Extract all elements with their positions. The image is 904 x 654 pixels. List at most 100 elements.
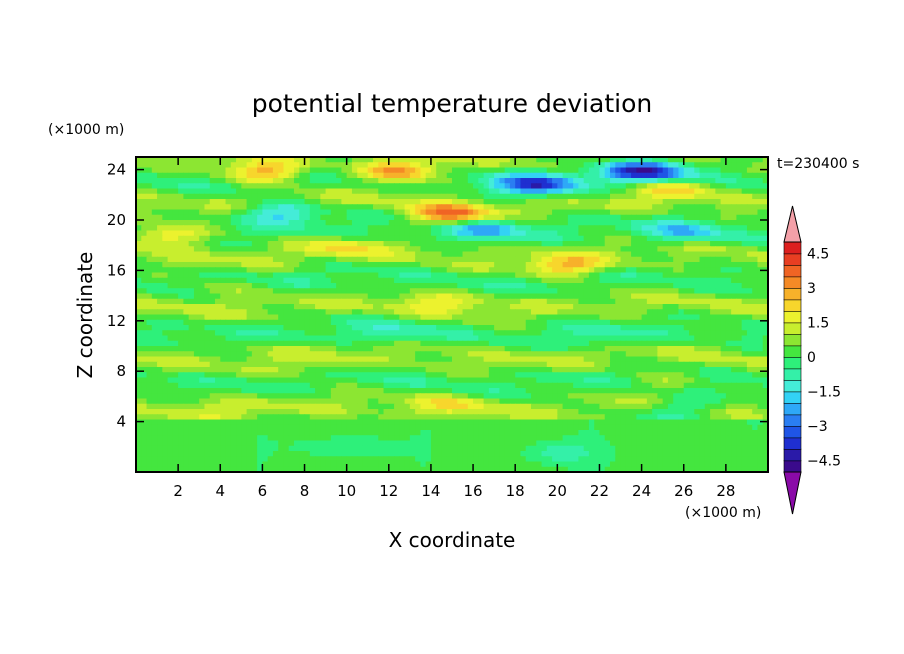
heatmap-cell [573, 214, 579, 221]
heatmap-cell [625, 162, 632, 169]
heatmap-cell [725, 288, 732, 295]
heatmap-cell [562, 246, 569, 253]
heatmap-cell [599, 199, 606, 205]
heatmap-cell [662, 314, 669, 321]
heatmap-cell [215, 262, 221, 268]
heatmap-cell [241, 293, 248, 300]
heatmap-cell [504, 214, 511, 221]
heatmap-cell [673, 267, 680, 274]
heatmap-cell [557, 167, 564, 174]
heatmap-cell [557, 262, 564, 268]
heatmap-cell [172, 235, 179, 242]
heatmap-cell [710, 293, 716, 300]
heatmap-cell [657, 288, 664, 295]
y-unit-label: (×1000 m) [48, 122, 124, 138]
heatmap-cell [552, 225, 558, 232]
heatmap-cell [525, 214, 532, 221]
heatmap-cell [294, 241, 300, 247]
heatmap-cell [399, 309, 406, 316]
heatmap-cell [715, 214, 722, 221]
heatmap-cell [136, 235, 142, 242]
heatmap-cell [236, 157, 242, 163]
heatmap-cell [272, 335, 279, 342]
heatmap-cell [652, 214, 658, 221]
heatmap-cell [641, 335, 648, 342]
heatmap-cell [736, 214, 743, 221]
heatmap-cell [752, 246, 759, 253]
heatmap-cell [251, 157, 258, 163]
heatmap-cell [594, 167, 601, 174]
heatmap-cell [452, 241, 458, 247]
heatmap-cell [141, 262, 148, 268]
heatmap-cell [478, 162, 485, 169]
heatmap-cell [288, 193, 295, 200]
heatmap-cell [425, 288, 432, 295]
heatmap-cell [136, 361, 142, 368]
heatmap-cell [362, 304, 369, 310]
heatmap-cell [262, 225, 269, 232]
heatmap-cell [488, 235, 495, 242]
heatmap-cell [573, 199, 579, 205]
heatmap-cell [241, 309, 248, 316]
heatmap-cell [752, 167, 759, 174]
heatmap-cell [394, 188, 400, 195]
heatmap-cell [420, 314, 427, 321]
heatmap-cell [562, 314, 569, 321]
heatmap-cell [731, 319, 737, 326]
heatmap-cell [631, 204, 637, 211]
heatmap-cell [220, 199, 227, 205]
heatmap-cell [641, 309, 648, 316]
heatmap-cell [604, 209, 611, 216]
heatmap-cell [383, 325, 390, 331]
heatmap-cell [552, 178, 558, 184]
heatmap-cell [731, 225, 737, 232]
heatmap-cell [746, 199, 753, 205]
heatmap-cell [473, 241, 479, 247]
heatmap-cell [525, 199, 532, 205]
heatmap-cell [520, 272, 527, 279]
heatmap-cell [157, 293, 163, 300]
heatmap-cell [725, 351, 732, 358]
heatmap-cell [267, 178, 274, 184]
heatmap-cell [509, 304, 516, 310]
heatmap-cell [631, 246, 637, 253]
heatmap-cell [330, 157, 337, 163]
heatmap-cell [625, 293, 632, 300]
heatmap-cell [141, 162, 148, 169]
heatmap-cell [357, 214, 364, 221]
heatmap-cell [662, 304, 669, 310]
heatmap-cell [378, 335, 385, 342]
heatmap-cell [610, 199, 616, 205]
heatmap-cell [336, 277, 342, 284]
heatmap-cell [604, 183, 611, 190]
heatmap-cell [394, 178, 400, 184]
heatmap-cell [567, 167, 574, 174]
heatmap-cell [167, 188, 174, 195]
heatmap-cell [294, 304, 300, 310]
heatmap-cell [509, 157, 516, 163]
heatmap-cell [336, 225, 342, 232]
heatmap-cell [557, 267, 564, 274]
heatmap-cell [162, 346, 169, 352]
heatmap-cell [546, 304, 553, 310]
heatmap-cell [641, 167, 648, 174]
heatmap-cell [567, 193, 574, 200]
heatmap-cell [478, 367, 485, 373]
heatmap-cell [625, 246, 632, 253]
heatmap-cell [394, 209, 400, 216]
heatmap-cell [336, 356, 342, 363]
heatmap-cell [652, 178, 658, 184]
heatmap-cell [325, 277, 332, 284]
heatmap-cell [283, 304, 290, 310]
heatmap-cell [452, 293, 458, 300]
heatmap-cell [278, 183, 285, 190]
heatmap-cell [646, 330, 653, 337]
heatmap-cell [146, 298, 153, 305]
heatmap-cell [710, 241, 716, 247]
heatmap-cell [404, 314, 411, 321]
heatmap-cell [478, 283, 485, 289]
heatmap-cell [467, 204, 474, 211]
heatmap-cell [625, 241, 632, 247]
heatmap-cell [415, 235, 421, 242]
heatmap-cell [420, 267, 427, 274]
